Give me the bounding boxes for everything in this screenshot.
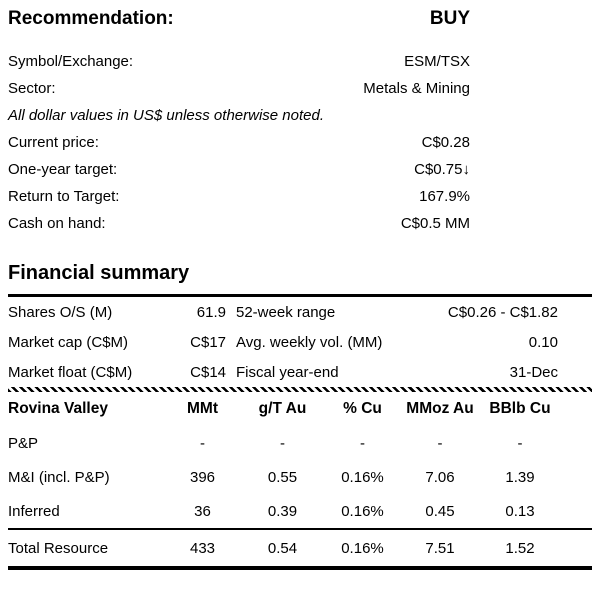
- pp-mmt: -: [200, 434, 205, 452]
- resource-header-bblb-cu: BBlb Cu: [489, 400, 551, 417]
- financial-summary-top-rule: [8, 294, 592, 297]
- cash-on-hand-label: Cash on hand:: [8, 215, 106, 232]
- avg-weekly-vol-value: 0.10: [528, 333, 558, 351]
- return-to-target-row: Return to Target: 167.9%: [8, 183, 470, 210]
- return-to-target-label: Return to Target:: [8, 188, 120, 205]
- sector-row: Sector: Metals & Mining: [8, 75, 470, 102]
- inferred-mmt: 36: [194, 502, 211, 520]
- mi-label: M&I (incl. P&P): [8, 468, 110, 486]
- resource-table-header-row: Rovina Valley MMt g/T Au % Cu MMoz Au BB…: [8, 392, 592, 426]
- market-float-label: Market float (C$M): [8, 363, 133, 381]
- pp-pct-cu: -: [360, 434, 365, 452]
- table-bottom-rule: [8, 566, 592, 570]
- sector-value: Metals & Mining: [363, 80, 470, 97]
- fiscal-year-end-label: Fiscal year-end: [236, 363, 339, 381]
- total-mmoz-au: 7.51: [425, 539, 455, 557]
- inferred-pct-cu: 0.16%: [341, 502, 384, 520]
- total-label: Total Resource: [8, 539, 109, 557]
- market-float-value: C$14: [190, 363, 226, 381]
- market-cap-value: C$17: [190, 333, 226, 351]
- market-cap-label: Market cap (C$M): [8, 333, 129, 351]
- symbol-exchange-value: ESM/TSX: [404, 53, 470, 70]
- cash-on-hand-value: C$0.5 MM: [400, 215, 470, 232]
- week-range-label: 52-week range: [236, 303, 336, 321]
- one-year-target-row: One-year target: C$0.75↓: [8, 156, 470, 183]
- resource-row-total: Total Resource 433 0.54 0.16% 7.51 1.52: [8, 530, 592, 566]
- current-price-label: Current price:: [8, 134, 99, 151]
- financial-summary-row-shares: Shares O/S (M) 61.9 52-week range C$0.26…: [8, 297, 592, 327]
- resource-header-gt-au: g/T Au: [258, 400, 307, 417]
- currency-note: All dollar values in US$ unless otherwis…: [8, 107, 325, 124]
- financial-summary-row-marketfloat: Market float (C$M) C$14 Fiscal year-end …: [8, 357, 592, 387]
- resource-header-project: Rovina Valley: [8, 400, 108, 417]
- total-gt-au: 0.54: [267, 539, 298, 557]
- avg-weekly-vol-label: Avg. weekly vol. (MM): [236, 333, 383, 351]
- recommendation-label: Recommendation:: [8, 8, 174, 29]
- recommendation-value: BUY: [429, 8, 470, 29]
- inferred-label: Inferred: [8, 502, 60, 520]
- mi-mmt: 396: [189, 468, 216, 486]
- financial-summary-row-marketcap: Market cap (C$M) C$17 Avg. weekly vol. (…: [8, 327, 592, 357]
- one-year-target-label: One-year target:: [8, 161, 118, 178]
- pp-label: P&P: [8, 434, 39, 452]
- company-info-rows: Symbol/Exchange: ESM/TSX Sector: Metals …: [8, 48, 470, 237]
- financial-summary-title: Financial summary: [8, 262, 190, 284]
- resource-row-inferred: Inferred 36 0.39 0.16% 0.45 0.13: [8, 494, 592, 528]
- sector-label: Sector:: [8, 80, 56, 97]
- current-price-value: C$0.28: [421, 134, 470, 151]
- mi-mmoz-au: 7.06: [425, 468, 455, 486]
- total-row-top-rule: [8, 528, 592, 530]
- symbol-exchange-row: Symbol/Exchange: ESM/TSX: [8, 48, 470, 75]
- total-pct-cu: 0.16%: [341, 539, 384, 557]
- recommendation-row: Recommendation: BUY: [8, 8, 470, 30]
- week-range-value: C$0.26 - C$1.82: [447, 303, 558, 321]
- inferred-bblb-cu: 0.13: [505, 502, 535, 520]
- resource-table: Rovina Valley MMt g/T Au % Cu MMoz Au BB…: [8, 392, 592, 570]
- pp-bblb-cu: -: [517, 434, 523, 452]
- resource-row-mi: M&I (incl. P&P) 396 0.55 0.16% 7.06 1.39: [8, 460, 592, 494]
- fiscal-year-end-value: 31-Dec: [509, 363, 558, 381]
- inferred-gt-au: 0.39: [267, 502, 298, 520]
- symbol-exchange-label: Symbol/Exchange:: [8, 53, 134, 70]
- shares-os-value: 61.9: [196, 303, 226, 321]
- inferred-mmoz-au: 0.45: [425, 502, 455, 520]
- mi-gt-au: 0.55: [267, 468, 298, 486]
- pp-mmoz-au: -: [437, 434, 443, 452]
- one-year-target-value: C$0.75↓: [414, 161, 470, 178]
- mi-pct-cu: 0.16%: [341, 468, 384, 486]
- financial-summary-table: Shares O/S (M) 61.9 52-week range C$0.26…: [8, 297, 592, 387]
- resource-row-pp: P&P - - - - -: [8, 426, 592, 460]
- mi-bblb-cu: 1.39: [505, 468, 535, 486]
- return-to-target-value: 167.9%: [419, 188, 470, 205]
- total-mmt: 433: [189, 539, 216, 557]
- pp-gt-au: -: [280, 434, 285, 452]
- resource-header-mmt: MMt: [187, 400, 218, 417]
- current-price-row: Current price: C$0.28: [8, 129, 470, 156]
- wavy-divider-rule: [8, 387, 592, 392]
- resource-header-mmoz-au: MMoz Au: [406, 400, 474, 417]
- cash-on-hand-row: Cash on hand: C$0.5 MM: [8, 210, 470, 237]
- total-bblb-cu: 1.52: [505, 539, 535, 557]
- recommendation-block: Recommendation: BUY Symbol/Exchange: ESM…: [8, 8, 470, 237]
- shares-os-label: Shares O/S (M): [8, 303, 113, 321]
- resource-header-pct-cu: % Cu: [343, 400, 382, 417]
